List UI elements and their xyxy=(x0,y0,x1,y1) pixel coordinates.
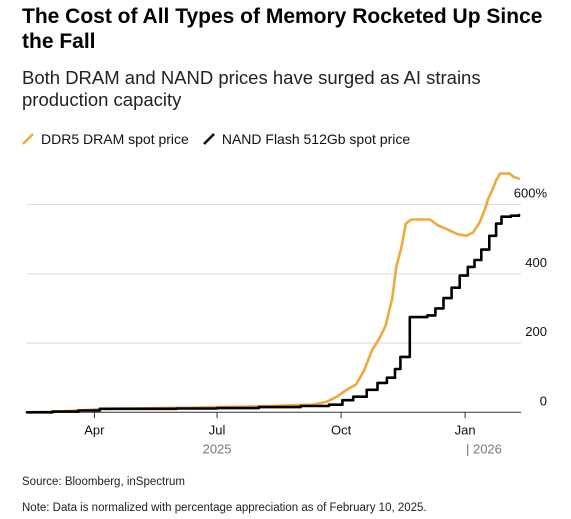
dram-line-icon xyxy=(22,133,34,145)
data-note: Note: Data is normalized with percentage… xyxy=(22,502,427,514)
chart-title: The Cost of All Types of Memory Rocketed… xyxy=(22,5,543,53)
legend-label-dram: DDR5 DRAM spot price xyxy=(41,131,189,147)
y-tick-label: 0 xyxy=(540,393,547,408)
chart-subtitle: Both DRAM and NAND prices have surged as… xyxy=(22,67,481,110)
legend: DDR5 DRAM spot price NAND Flash 512Gb sp… xyxy=(22,130,424,148)
year-label: | 2026 xyxy=(466,441,502,456)
x-tick-label: Jan xyxy=(455,422,476,437)
y-tick-label: 600% xyxy=(514,186,548,201)
nand-line-icon xyxy=(202,133,215,145)
legend-item-nand: NAND Flash 512Gb spot price xyxy=(202,131,411,147)
nand-series-line xyxy=(25,213,521,414)
y-tick-label: 200 xyxy=(525,324,547,339)
x-tick-label: Apr xyxy=(84,422,105,437)
source-note: Source: Bloomberg, inSpectrum xyxy=(22,476,185,488)
year-label: 2025 xyxy=(203,441,232,456)
x-tick-label: Oct xyxy=(331,422,352,437)
x-tick-label: Jul xyxy=(209,422,226,437)
line-chart: 0 200 400 600% Apr Jul Oct Jan 2025 | 2026 xyxy=(25,172,548,456)
legend-item-dram: DDR5 DRAM spot price xyxy=(22,131,189,147)
legend-label-nand: NAND Flash 512Gb spot price xyxy=(221,131,411,147)
dram-series-line xyxy=(25,172,521,414)
y-tick-label: 400 xyxy=(525,255,547,270)
